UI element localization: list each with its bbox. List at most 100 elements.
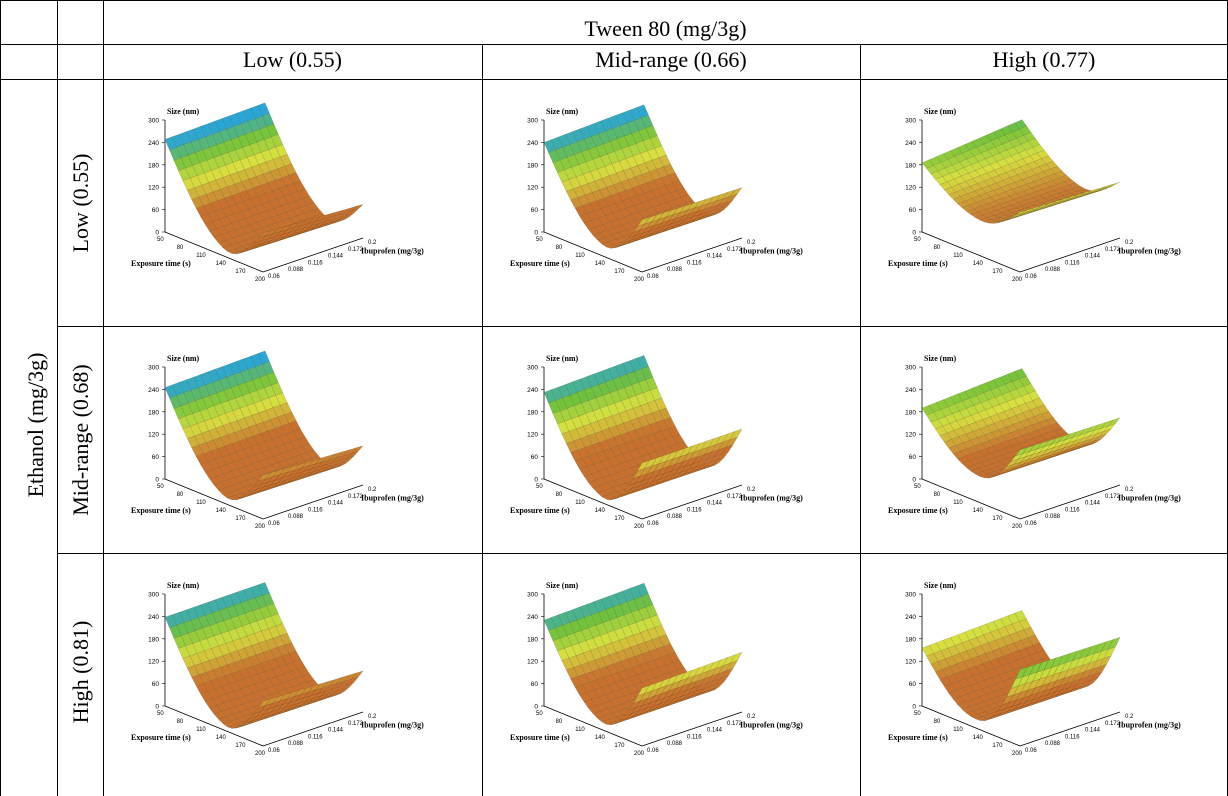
y-axis-line: [641, 711, 743, 747]
y-tick-label: 0.172: [348, 721, 364, 727]
y-tick-label: 0.172: [727, 247, 743, 253]
y-tick-label: 0.116: [1065, 734, 1080, 740]
x-tick-label: 200: [634, 277, 645, 283]
z-tick-label: 300: [527, 365, 538, 372]
x-tick-label: 140: [595, 261, 606, 267]
y-axis-label: Ibuprofen (mg/3g): [361, 494, 424, 503]
table-rule: [482, 44, 483, 796]
z-tick-label: 0: [534, 230, 538, 237]
x-axis-label: Exposure time (s): [888, 733, 948, 742]
surface-facet: [1108, 181, 1121, 187]
x-axis-line: [921, 705, 1021, 747]
x-tick-label: 50: [914, 711, 921, 717]
z-tick-label: 300: [527, 592, 538, 599]
x-tick-label: 50: [536, 711, 543, 717]
z-axis-label: Size (nm): [167, 107, 200, 116]
y-tick-label: 0.06: [1025, 521, 1037, 527]
y-tick-label: 0.06: [268, 748, 280, 754]
y-axis-label: Ibuprofen (mg/3g): [740, 494, 803, 503]
y-axis-line: [262, 484, 364, 520]
x-axis-line: [543, 705, 643, 747]
column-header-low: Low (0.55): [243, 47, 342, 72]
x-axis-label: Exposure time (s): [888, 259, 948, 268]
z-tick-label: 0: [155, 704, 159, 711]
surface-facet: [258, 230, 271, 239]
y-tick-label: 0.06: [268, 274, 280, 280]
x-tick-label: 50: [536, 484, 543, 490]
y-tick-label: 0.172: [348, 494, 364, 500]
z-tick-label: 120: [905, 659, 916, 666]
table-rule: [103, 0, 104, 796]
z-tick-label: 60: [531, 454, 539, 461]
x-tick-label: 110: [196, 500, 206, 506]
z-tick-label: 180: [148, 162, 159, 169]
y-tick-label: 0.144: [1085, 501, 1101, 507]
x-tick-label: 110: [953, 253, 963, 259]
y-tick-label: 0.088: [667, 741, 683, 747]
y-tick-label: 0.06: [647, 274, 659, 280]
z-tick-label: 180: [527, 409, 538, 416]
x-tick-label: 80: [556, 245, 563, 251]
table-rule: [0, 44, 1228, 45]
x-tick-label: 110: [953, 727, 963, 733]
row-header-mid-range: Mid-range (0.68): [68, 364, 93, 516]
column-factor-title: Tween 80 (mg/3g): [584, 16, 747, 41]
y-tick-label: 0.2: [1125, 240, 1134, 246]
surface-facet: [1015, 447, 1028, 457]
x-tick-label: 110: [575, 727, 585, 733]
y-axis-line: [262, 711, 364, 747]
x-tick-label: 170: [992, 743, 1003, 749]
x-tick-label: 140: [595, 508, 606, 514]
y-axis-label: Ibuprofen (mg/3g): [1118, 721, 1181, 730]
y-tick-label: 0.2: [747, 714, 756, 720]
y-tick-label: 0.144: [707, 728, 723, 734]
x-tick-label: 80: [556, 719, 563, 725]
x-tick-label: 80: [934, 492, 941, 498]
x-tick-label: 110: [196, 253, 206, 259]
surface-plot: 300 240 180 120 60 0 Size (nm) 50 80 110 140 170 200…: [888, 107, 1181, 283]
z-tick-label: 60: [909, 454, 917, 461]
surface-plot: 300 240 180 120 60 0 Size (nm) 50 80 110 140 170 200…: [131, 102, 424, 283]
x-axis-line: [164, 231, 264, 273]
x-axis-label: Exposure time (s): [888, 506, 948, 515]
x-tick-label: 80: [934, 245, 941, 251]
x-tick-label: 50: [914, 237, 921, 243]
y-tick-label: 0.172: [1105, 721, 1121, 727]
y-axis-label: Ibuprofen (mg/3g): [1118, 247, 1181, 256]
x-tick-label: 170: [235, 743, 246, 749]
y-tick-label: 0.116: [1065, 507, 1080, 513]
x-axis-label: Exposure time (s): [131, 259, 191, 268]
x-tick-label: 110: [196, 727, 206, 733]
z-tick-label: 180: [527, 636, 538, 643]
x-tick-label: 140: [216, 508, 227, 514]
z-tick-label: 240: [905, 614, 916, 621]
z-tick-label: 240: [905, 140, 916, 147]
row-header-low: Low (0.55): [68, 153, 93, 253]
y-axis-line: [262, 237, 364, 273]
x-tick-label: 50: [157, 711, 164, 717]
z-tick-label: 180: [905, 409, 916, 416]
y-axis-line: [641, 237, 743, 273]
z-tick-label: 60: [152, 454, 160, 461]
z-tick-label: 0: [912, 477, 916, 484]
z-tick-label: 240: [527, 387, 538, 394]
x-tick-label: 140: [973, 735, 984, 741]
surface-facet: [258, 472, 271, 482]
table-rule: [0, 79, 1228, 80]
z-axis-label: Size (nm): [924, 581, 957, 590]
z-tick-label: 60: [909, 207, 917, 214]
x-tick-label: 170: [992, 516, 1003, 522]
z-tick-label: 180: [905, 162, 916, 169]
z-tick-label: 180: [905, 636, 916, 643]
y-tick-label: 0.06: [1025, 274, 1037, 280]
y-axis-label: Ibuprofen (mg/3g): [361, 247, 424, 256]
z-tick-label: 120: [148, 185, 159, 192]
y-tick-label: 0.116: [308, 507, 323, 513]
x-tick-label: 110: [953, 500, 963, 506]
z-tick-label: 60: [152, 681, 160, 688]
x-tick-label: 200: [1012, 524, 1023, 530]
z-tick-label: 180: [148, 636, 159, 643]
z-tick-label: 240: [148, 140, 159, 147]
z-tick-label: 300: [148, 365, 159, 372]
